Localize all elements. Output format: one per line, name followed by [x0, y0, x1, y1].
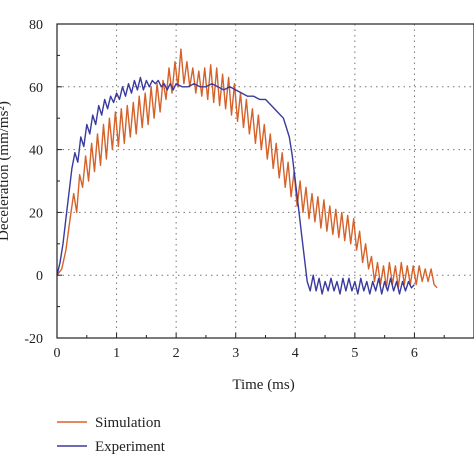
series-line-simulation: [56, 48, 438, 289]
grid: [57, 24, 474, 338]
legend: Simulation Experiment: [57, 415, 166, 455]
y-tick-label: 60: [29, 81, 43, 96]
x-tick-label: 6: [411, 346, 418, 361]
y-tick-label: 0: [36, 269, 43, 284]
x-tick-label: 3: [232, 346, 239, 361]
x-tick-label: 2: [173, 346, 180, 361]
y-axis-label: Deceleration (mm/ms²): [0, 101, 12, 241]
series-layer: [56, 48, 438, 295]
x-tick-label: 4: [292, 346, 299, 361]
ticks: 0 1 2 3 4 5 6 -20 0 20 40 60 80: [24, 18, 445, 361]
x-axis-label: Time (ms): [232, 377, 294, 393]
y-tick-label: 80: [29, 18, 43, 33]
series-line-experiment: [56, 76, 415, 295]
x-tick-label: 5: [351, 346, 358, 361]
legend-label-simulation: Simulation: [95, 415, 161, 431]
x-tick-label: 1: [113, 346, 120, 361]
plot-frame: [56, 23, 474, 339]
y-tick-label: 40: [29, 144, 43, 159]
legend-label-experiment: Experiment: [95, 439, 166, 455]
y-tick-label: -20: [24, 332, 43, 347]
y-tick-label: 20: [29, 206, 43, 221]
x-tick-label: 0: [54, 346, 61, 361]
